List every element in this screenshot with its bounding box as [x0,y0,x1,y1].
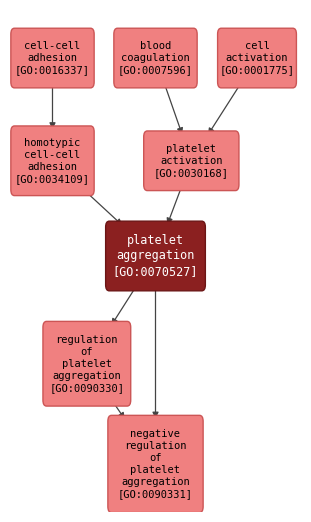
Text: cell
activation
[GO:0001775]: cell activation [GO:0001775] [220,41,295,75]
Text: regulation
of
platelet
aggregation
[GO:0090330]: regulation of platelet aggregation [GO:0… [49,335,124,393]
Text: homotypic
cell-cell
adhesion
[GO:0034109]: homotypic cell-cell adhesion [GO:0034109… [15,138,90,184]
FancyBboxPatch shape [106,221,205,291]
FancyBboxPatch shape [218,28,296,88]
Text: platelet
activation
[GO:0030168]: platelet activation [GO:0030168] [154,144,229,178]
Text: platelet
aggregation
[GO:0070527]: platelet aggregation [GO:0070527] [113,234,198,278]
Text: blood
coagulation
[GO:0007596]: blood coagulation [GO:0007596] [118,41,193,75]
FancyBboxPatch shape [108,416,203,513]
Text: cell-cell
adhesion
[GO:0016337]: cell-cell adhesion [GO:0016337] [15,41,90,75]
FancyBboxPatch shape [114,28,197,88]
Text: negative
regulation
of
platelet
aggregation
[GO:0090331]: negative regulation of platelet aggregat… [118,429,193,499]
FancyBboxPatch shape [144,131,239,191]
FancyBboxPatch shape [11,126,94,196]
FancyBboxPatch shape [43,322,131,406]
FancyBboxPatch shape [11,28,94,88]
